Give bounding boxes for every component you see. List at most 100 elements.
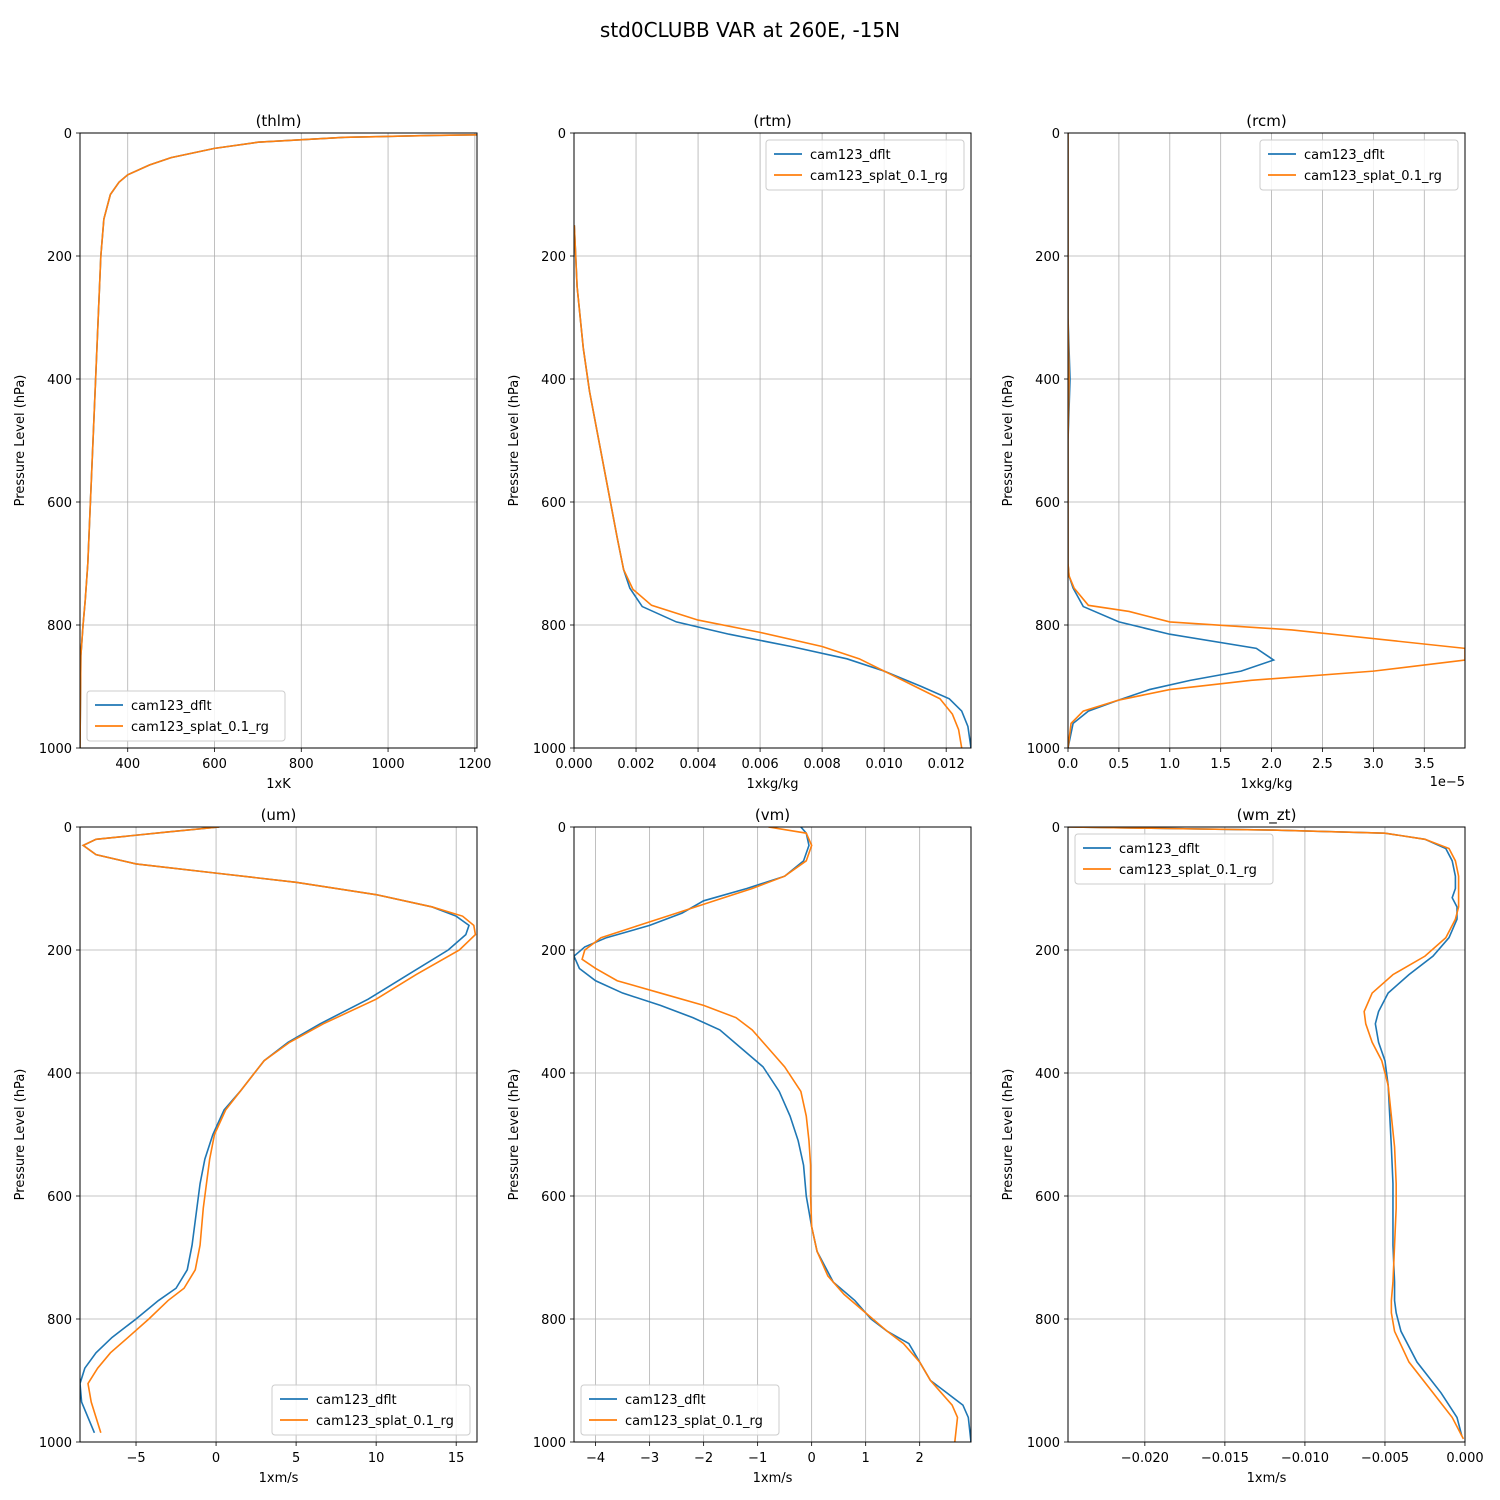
x-tick-label: 1.5 [1210,757,1231,772]
y-axis-label: Pressure Level (hPa) [1001,375,1016,507]
y-tick-label: 800 [47,1313,72,1328]
series-line-1 [1068,827,1465,1440]
panel-title: (rtm) [753,112,791,130]
x-tick-label: 0.000 [1446,1451,1483,1466]
legend-label: cam123_splat_0.1_rg [131,720,269,735]
y-tick-label: 200 [47,944,72,959]
y-tick-label: 600 [47,496,72,511]
panel-0: 400 600 800 1000 1200 0 200 400 600 800 1000 (thlm)… [13,112,491,792]
x-tick-label: −3 [640,1451,659,1466]
y-tick-label: 1000 [1027,742,1060,757]
x-tick-label: −0.020 [1121,1451,1169,1466]
x-tick-label: 1000 [372,757,405,772]
y-tick-label: 1000 [533,742,566,757]
y-tick-label: 800 [541,1313,566,1328]
series-line-1 [581,827,959,1442]
x-tick-label: 0.004 [679,757,716,772]
y-tick-label: 400 [541,1067,566,1082]
x-tick-label: −0.015 [1201,1451,1249,1466]
y-tick-label: 800 [47,619,72,634]
y-tick-label: 0 [558,821,566,836]
series-line-1 [1068,133,1465,748]
y-tick-label: 0 [1052,127,1060,142]
panel-title: (wm_zt) [1237,806,1297,825]
legend-box [86,690,286,742]
series-line-1 [81,827,477,1434]
x-tick-label: −2 [694,1451,713,1466]
y-tick-label: 800 [541,619,566,634]
x-offset-label: 1e−5 [1430,775,1465,790]
legend: cam123_dflt cam123_splat_0.1_rg [580,1384,780,1436]
panel-2: 0.0 0.5 1.0 1.5 2.0 2.5 3.0 3.5 0 200 400 600 800 100… [1001,112,1466,792]
axes-frame [79,826,478,1443]
series-line-0 [80,827,470,1434]
y-tick-label: 200 [541,250,566,265]
x-tick-label: 0.006 [741,757,778,772]
axes-frame [79,132,478,749]
legend-label: cam123_dflt [1119,842,1200,857]
y-tick-label: 400 [541,373,566,388]
x-axis-label: 1xkg/kg [1241,777,1293,792]
panel-3: −5 0 5 10 15 0 200 400 600 800 1000 (um) 1xm/s Pressu… [13,806,478,1486]
x-tick-label: 1 [862,1451,870,1466]
y-tick-label: 0 [558,127,566,142]
legend-label: cam123_splat_0.1_rg [1304,169,1442,184]
x-axis-label: 1xm/s [753,1471,793,1486]
x-tick-label: 600 [202,757,227,772]
y-tick-label: 600 [1035,496,1060,511]
x-tick-label: 3.5 [1414,757,1435,772]
x-tick-label: 0.000 [555,757,592,772]
y-tick-label: 400 [47,1067,72,1082]
x-tick-label: 0.0 [1058,757,1079,772]
legend-label: cam123_splat_0.1_rg [810,169,948,184]
series-line-0 [574,827,971,1442]
y-tick-label: 1000 [533,1436,566,1451]
x-tick-label: −4 [586,1451,605,1466]
y-tick-label: 0 [1052,821,1060,836]
y-tick-label: 400 [1035,1067,1060,1082]
y-axis-label: Pressure Level (hPa) [507,1069,522,1201]
legend-box [580,1384,780,1436]
y-tick-label: 1000 [39,742,72,757]
x-tick-label: 0 [808,1451,816,1466]
series-line-0 [1068,133,1276,748]
y-tick-label: 600 [1035,1190,1060,1205]
y-axis-label: Pressure Level (hPa) [13,375,28,507]
y-tick-label: 1000 [1027,1436,1060,1451]
x-tick-label: 0.002 [617,757,654,772]
x-tick-label: −0.005 [1361,1451,1409,1466]
x-axis-label: 1xm/s [1247,1471,1287,1486]
legend-box [1074,833,1274,885]
y-tick-label: 200 [47,250,72,265]
x-axis-label: 1xkg/kg [747,777,799,792]
x-axis-label: 1xK [266,777,291,792]
panel-4: −4 −3 −2 −1 0 1 2 0 200 400 600 800 1000 (vm) 1xm/s Pre… [507,806,972,1486]
y-tick-label: 200 [1035,944,1060,959]
x-tick-label: 2 [916,1451,924,1466]
figure-title: std0CLUBB VAR at 260E, -15N [600,18,900,42]
y-tick-label: 600 [541,496,566,511]
x-tick-label: 800 [289,757,314,772]
axes-frame [573,132,972,749]
axes-frame [1067,826,1466,1443]
legend: cam123_dflt cam123_splat_0.1_rg [86,690,286,742]
x-tick-label: −0.010 [1281,1451,1329,1466]
panel-title: (um) [261,806,297,824]
legend-box [271,1384,471,1436]
x-axis-label: 1xm/s [259,1471,299,1486]
y-axis-label: Pressure Level (hPa) [1001,1069,1016,1201]
series-line-0 [1068,827,1463,1437]
legend-box [1259,139,1459,191]
x-tick-label: 2.0 [1261,757,1282,772]
legend-label: cam123_dflt [316,1393,397,1408]
x-tick-label: 3.0 [1363,757,1384,772]
series-line-1 [80,134,477,748]
x-tick-label: −5 [126,1451,145,1466]
legend: cam123_dflt cam123_splat_0.1_rg [1259,139,1459,191]
x-tick-label: 400 [115,757,140,772]
axes-frame [1067,132,1466,749]
legend-label: cam123_dflt [625,1393,706,1408]
panel-title: (rcm) [1246,112,1286,130]
panel-title: (vm) [755,806,790,824]
